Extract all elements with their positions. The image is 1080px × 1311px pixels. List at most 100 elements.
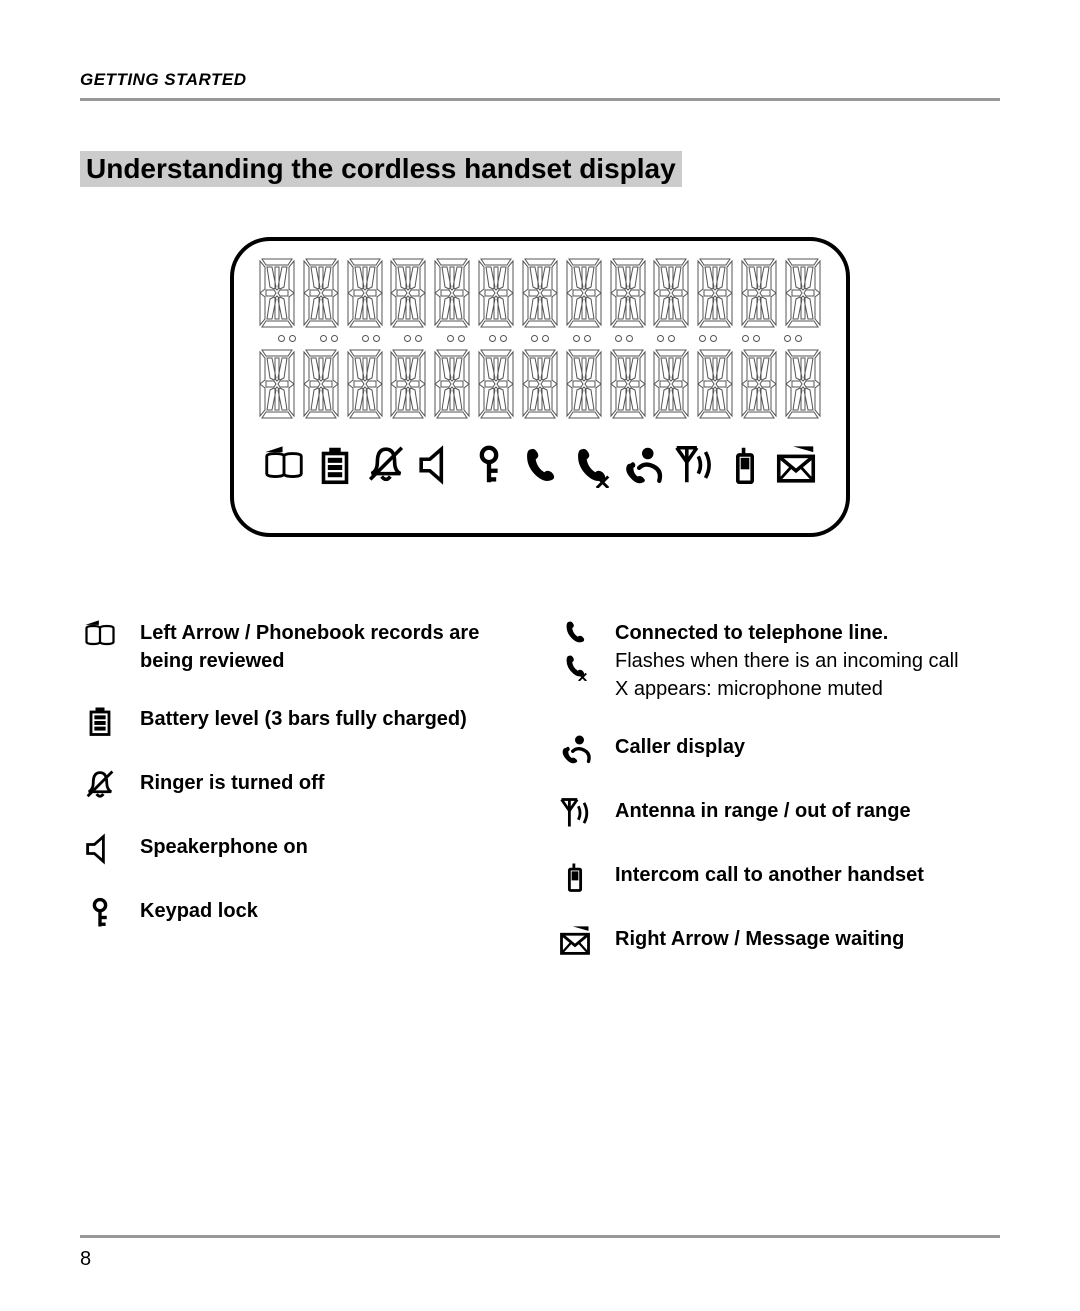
legend-text: Left Arrow / Phonebook records are being… xyxy=(140,617,525,675)
dot xyxy=(742,335,749,342)
segment-char xyxy=(519,257,561,329)
dot xyxy=(331,335,338,342)
dot xyxy=(458,335,465,342)
footer-rule xyxy=(80,1235,1000,1238)
battery-icon xyxy=(312,442,358,488)
dot-pair xyxy=(784,335,802,342)
legend-text: Ringer is turned off xyxy=(140,767,525,797)
dot xyxy=(699,335,706,342)
segment-row-2 xyxy=(256,348,824,420)
segment-char xyxy=(300,348,342,420)
caller-icon xyxy=(557,731,593,767)
dot xyxy=(615,335,622,342)
legend-primary: Caller display xyxy=(615,736,745,758)
handset-icon xyxy=(560,617,590,647)
legend-icon-cell xyxy=(555,731,595,767)
dot xyxy=(573,335,580,342)
legend-item: Battery level (3 bars fully charged) xyxy=(80,703,525,739)
legend-primary: Ringer is turned off xyxy=(140,772,324,794)
segment-char xyxy=(431,348,473,420)
speaker-icon xyxy=(82,831,118,867)
legend-text: Connected to telephone line. Flashes when… xyxy=(615,617,1000,703)
legend-icon-cell xyxy=(80,831,120,867)
legend-item: Keypad lock xyxy=(80,895,525,931)
dot-pair xyxy=(447,335,465,342)
ringer-off-icon xyxy=(363,442,409,488)
key-icon xyxy=(82,895,118,931)
dot-pair xyxy=(362,335,380,342)
segment-row-1 xyxy=(256,257,824,329)
legend-sub2: X appears: microphone muted xyxy=(615,675,1000,703)
phonebook-icon xyxy=(82,617,118,653)
segment-char xyxy=(256,257,298,329)
legend-text: Speakerphone on xyxy=(140,831,525,861)
legend-text: Caller display xyxy=(615,731,1000,761)
icon-strip xyxy=(256,438,824,488)
page: GETTING STARTED Understanding the cordle… xyxy=(0,0,1080,1311)
dot-pair xyxy=(531,335,549,342)
message-icon xyxy=(557,923,593,959)
dot-pair xyxy=(573,335,591,342)
segment-char xyxy=(387,257,429,329)
legend-column-right: Connected to telephone line. Flashes when… xyxy=(555,617,1000,987)
segment-char xyxy=(738,348,780,420)
antenna-icon xyxy=(671,442,717,488)
segment-char xyxy=(475,348,517,420)
segment-char xyxy=(519,348,561,420)
intercom-icon xyxy=(557,859,593,895)
phonebook-icon xyxy=(261,442,307,488)
segment-char xyxy=(694,257,736,329)
dot-pair xyxy=(320,335,338,342)
dot-row xyxy=(256,333,824,344)
segment-char xyxy=(650,348,692,420)
segment-char xyxy=(607,348,649,420)
segment-char xyxy=(607,257,649,329)
segment-char xyxy=(431,257,473,329)
dot xyxy=(784,335,791,342)
page-number: 8 xyxy=(80,1248,1000,1271)
handset-icon xyxy=(517,442,563,488)
segment-char xyxy=(563,348,605,420)
segment-rows xyxy=(256,257,824,420)
segment-char xyxy=(782,257,824,329)
legend-primary: Battery level xyxy=(140,708,259,730)
legend-text: Battery level (3 bars fully charged) xyxy=(140,703,525,733)
segment-char xyxy=(344,348,386,420)
segment-char xyxy=(256,348,298,420)
segment-char xyxy=(563,257,605,329)
dot-pair xyxy=(404,335,422,342)
legend-icon-cell xyxy=(555,617,595,681)
legend-icon-cell xyxy=(555,795,595,831)
legend-sub1: Flashes when there is an incoming call xyxy=(615,647,1000,675)
handset-x-icon xyxy=(568,442,614,488)
legend-icon-cell xyxy=(80,767,120,803)
dot xyxy=(362,335,369,342)
legend-item: Ringer is turned off xyxy=(80,767,525,803)
dot xyxy=(404,335,411,342)
dot xyxy=(447,335,454,342)
dot xyxy=(373,335,380,342)
legend-icon-cell xyxy=(80,617,120,653)
page-footer: 8 xyxy=(80,1235,1000,1271)
dot-pair xyxy=(742,335,760,342)
dot xyxy=(542,335,549,342)
segment-char xyxy=(387,348,429,420)
legend-primary: Connected to telephone line. xyxy=(615,622,888,644)
dot xyxy=(278,335,285,342)
dot-pair xyxy=(699,335,717,342)
legend-item: Speakerphone on xyxy=(80,831,525,867)
legend-text: Intercom call to another handset xyxy=(615,859,1000,889)
dot xyxy=(710,335,717,342)
legend-item: Right Arrow / Message waiting xyxy=(555,923,1000,959)
legend-column-left: Left Arrow / Phonebook records are being… xyxy=(80,617,525,987)
key-icon xyxy=(466,442,512,488)
dot xyxy=(415,335,422,342)
legend-item: Connected to telephone line. Flashes when… xyxy=(555,617,1000,703)
dot-pair xyxy=(278,335,296,342)
legend-icon-cell xyxy=(555,859,595,895)
legend-icon-cell xyxy=(80,895,120,931)
legend-item: Left Arrow / Phonebook records are being… xyxy=(80,617,525,675)
segment-char xyxy=(475,257,517,329)
legend-primary: Keypad lock xyxy=(140,900,258,922)
dot xyxy=(626,335,633,342)
